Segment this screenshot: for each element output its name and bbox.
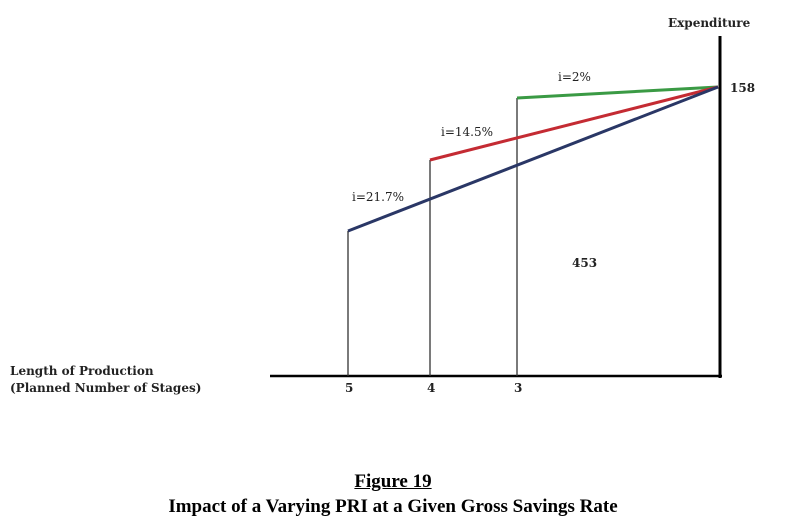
stage-5-label: 5 <box>345 381 353 395</box>
figure-title: Impact of a Varying PRI at a Given Gross… <box>168 496 618 517</box>
stage-4-label: 4 <box>427 381 435 395</box>
line-i-2pct <box>516 85 719 100</box>
line-label-i-21-7pct: i=21.7% <box>352 190 404 204</box>
end-value-label: 158 <box>730 81 755 95</box>
x-axis-label-line2: (Planned Number of Stages) <box>10 381 201 395</box>
stage-3-label: 3 <box>514 381 522 395</box>
line-i-21-7pct <box>347 85 719 233</box>
pri-diagram: Expenditure Length of Production (Planne… <box>10 16 755 395</box>
line-label-i-2pct: i=2% <box>558 70 591 84</box>
y-axis-label: Expenditure <box>668 16 751 30</box>
figure-caption: Figure 19 Impact of a Varying PRI at a G… <box>0 470 786 520</box>
figure-number: Figure 19 <box>354 471 432 492</box>
line-i-14-5pct <box>429 85 719 162</box>
line-label-i-14-5pct: i=14.5% <box>441 125 493 139</box>
area-value-label: 453 <box>572 256 597 270</box>
x-axis-label-line1: Length of Production <box>10 364 154 378</box>
